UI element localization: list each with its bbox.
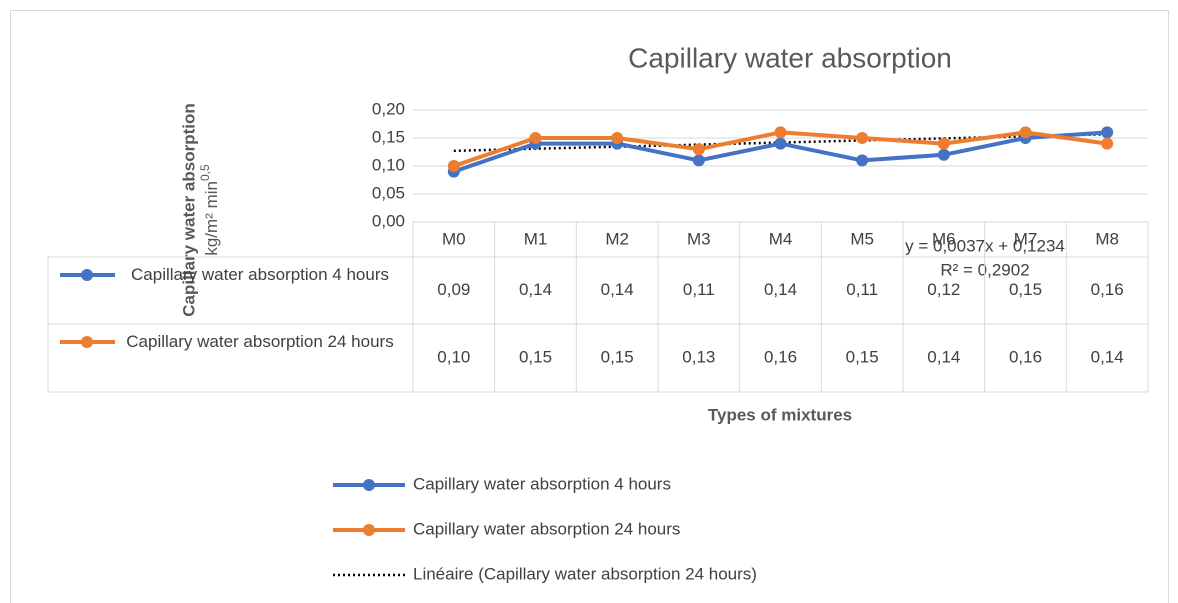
table-value: 0,16 — [1091, 280, 1124, 299]
table-value: 0,15 — [601, 347, 634, 366]
y-tick-label: 0,15 — [372, 127, 405, 146]
x-tick-label: M7 — [1014, 229, 1038, 248]
y-tick-label: 0,20 — [372, 99, 405, 118]
point — [692, 143, 705, 156]
chart-title: Capillary water absorption — [628, 42, 952, 73]
table-value: 0,13 — [682, 347, 715, 366]
table-value: 0,14 — [1091, 347, 1124, 366]
table-value: 0,14 — [764, 280, 797, 299]
table-legend-marker — [81, 336, 93, 348]
table-value: 0,16 — [1009, 347, 1042, 366]
point — [611, 132, 624, 144]
legend-label: Capillary water absorption 4 hours — [413, 474, 671, 493]
table-value: 0,16 — [764, 347, 797, 366]
x-tick-label: M0 — [442, 229, 466, 248]
table-value: 0,14 — [927, 347, 960, 366]
table-value: 0,14 — [519, 280, 552, 299]
legend-label: Linéaire (Capillary water absorption 24 … — [413, 564, 757, 583]
y-tick-label: 0,00 — [372, 211, 405, 230]
y-tick-label: 0,10 — [372, 155, 405, 174]
x-tick-label: M3 — [687, 229, 711, 248]
table-value: 0,15 — [846, 347, 879, 366]
table-value: 0,09 — [437, 280, 470, 299]
table-value: 0,11 — [683, 280, 715, 299]
x-tick-label: M8 — [1095, 229, 1119, 248]
x-tick-label: M1 — [524, 229, 548, 248]
table-row-label-box: Capillary water absorption 24 hours — [126, 332, 394, 351]
table-value: 0,10 — [437, 347, 470, 366]
x-axis-title: Types of mixtures — [708, 405, 852, 424]
table-row-label: Capillary water absorption 24 hours — [126, 332, 394, 351]
point — [856, 132, 869, 144]
y-axis-unit: kg/m² min0,5 — [198, 164, 221, 256]
y-axis-unit-base: kg/m² min — [202, 181, 221, 256]
point — [692, 154, 705, 167]
y-axis-unit-exponent: 0,5 — [198, 164, 212, 181]
legend-marker — [363, 524, 375, 536]
point — [774, 126, 787, 139]
point — [529, 132, 542, 144]
point — [447, 160, 460, 172]
legend-label: Capillary water absorption 24 hours — [413, 519, 680, 538]
table-value: 0,14 — [601, 280, 634, 299]
table-legend-marker — [81, 269, 93, 281]
x-tick-label: M5 — [850, 229, 874, 248]
point — [1101, 126, 1114, 139]
table-value: 0,12 — [927, 280, 960, 299]
y-axis-title-group: Capillary water absorption kg/m² min0,5 — [179, 103, 221, 317]
table-value: 0,15 — [519, 347, 552, 366]
chart-border — [10, 10, 1169, 603]
x-tick-label: M4 — [769, 229, 793, 248]
point — [937, 148, 950, 161]
y-tick-label: 0,05 — [372, 183, 405, 202]
legend-marker — [363, 479, 375, 491]
x-tick-label: M6 — [932, 229, 956, 248]
point — [1101, 137, 1114, 150]
point — [774, 137, 787, 150]
point — [1019, 126, 1032, 139]
table-row-label: Capillary water absorption 4 hours — [131, 265, 389, 284]
table-value: 0,15 — [1009, 280, 1042, 299]
x-tick-label: M2 — [605, 229, 629, 248]
table-row-label-box: Capillary water absorption 4 hours — [131, 265, 389, 284]
y-axis-title: Capillary water absorption — [179, 103, 198, 317]
point — [856, 154, 869, 167]
table-value: 0,11 — [846, 280, 878, 299]
point — [937, 137, 950, 150]
